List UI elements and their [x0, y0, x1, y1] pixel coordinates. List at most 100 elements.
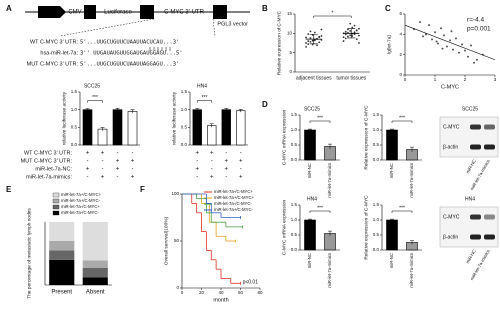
data-point	[320, 28, 323, 31]
error-bar	[390, 218, 394, 221]
bar	[304, 219, 316, 251]
x-tick-label: adjacent tissues	[296, 75, 332, 81]
gene-part-label: C-MYC 3' UTR	[164, 10, 204, 16]
bar	[304, 129, 316, 161]
panel-label: B	[262, 4, 268, 13]
data-point	[342, 36, 345, 39]
x-tick-label: miR-let-7a-mimics	[409, 163, 414, 198]
data-point	[431, 38, 433, 41]
sequence: 5'...UUGCUGUUCUAAUUAGGAGU...3'	[80, 62, 179, 68]
x-tick-label: 2	[464, 77, 467, 82]
data-point	[358, 34, 360, 37]
data-point	[305, 45, 307, 48]
data-point	[349, 34, 352, 37]
y-tick-label: 0.0	[373, 157, 380, 162]
blot-band	[470, 144, 481, 150]
y-axis-label: Relative expression of C-MYC	[276, 10, 282, 75]
y-axis-label: relative luciferase activity	[61, 91, 67, 145]
data-point	[473, 61, 475, 64]
y-tick-label: 1.5	[291, 112, 298, 117]
y-tick-label: 0.0	[291, 157, 298, 162]
x-tick-label: 60	[238, 290, 244, 295]
error-bar	[85, 108, 90, 111]
data-point	[344, 33, 347, 36]
x-tick-label: miR-NC	[389, 253, 394, 268]
y-tick-label: 100	[171, 191, 179, 196]
bar	[386, 129, 398, 161]
error-bar	[195, 108, 200, 111]
x-tick-label: 80	[257, 290, 263, 295]
bar-segment	[82, 277, 108, 285]
significance-label: ***	[399, 115, 405, 121]
blot-frame	[439, 206, 499, 248]
error-bar	[410, 240, 414, 245]
panel-label: E	[6, 185, 12, 194]
y-tick-label: 1.5	[71, 89, 78, 94]
error-bar	[238, 109, 243, 113]
data-point	[437, 42, 439, 45]
data-point	[347, 28, 349, 31]
data-point	[309, 30, 312, 33]
bar-segment	[82, 267, 108, 278]
sd-bar	[347, 28, 356, 39]
data-point	[476, 58, 478, 61]
error-bar	[130, 109, 135, 114]
data-point	[353, 24, 356, 27]
x-tick-label: 40	[218, 290, 224, 295]
condition-sign: +	[210, 175, 214, 181]
condition-sign: -	[240, 151, 242, 157]
y-tick-label: 1.5	[373, 112, 380, 117]
data-point	[450, 30, 453, 33]
significance-label: ***	[202, 95, 208, 101]
data-point	[355, 29, 358, 32]
significance-label: ***	[92, 95, 98, 101]
sequence: 3'' UUGAUAUGUUGGAUGAUGGAGU...5'	[80, 51, 183, 57]
data-point	[311, 39, 314, 42]
data-point	[467, 55, 469, 58]
blot-title: SCC25	[462, 106, 478, 112]
condition-sign: +	[86, 167, 90, 173]
x-tick-label: 1	[434, 77, 437, 82]
panel-label: F	[140, 185, 145, 194]
condition-sign: +	[195, 167, 199, 173]
condition-sign: -	[117, 175, 119, 181]
trend-line	[404, 24, 496, 61]
significance-bracket	[197, 100, 212, 103]
data-point	[461, 43, 463, 46]
x-tick-label: miR-NC	[307, 163, 312, 178]
panel-label: C	[385, 4, 391, 13]
blot-band	[484, 214, 495, 220]
significance-label: ***	[399, 205, 405, 211]
x-tick-label: miR-NC	[389, 163, 394, 178]
data-point	[305, 36, 307, 39]
data-point	[435, 40, 438, 43]
cmv-promoter	[38, 6, 66, 18]
error-bar	[390, 128, 394, 131]
data-point	[355, 38, 358, 41]
condition-sign: +	[239, 175, 243, 181]
data-point	[344, 30, 347, 33]
legend-swatch	[52, 210, 60, 216]
legend-label: miR-let-7a-/C-MYC-	[61, 210, 100, 215]
error-bar	[115, 108, 120, 112]
x-tick-label: tumor tissues	[336, 75, 366, 81]
significance-bracket	[309, 120, 331, 123]
condition-sign: +	[101, 151, 105, 157]
significance-bracket	[87, 100, 103, 103]
sd-bar	[309, 34, 318, 45]
data-point	[425, 33, 427, 36]
gene-part-label: CMV	[68, 10, 81, 16]
y-tick-label: 0.5	[181, 125, 188, 130]
y-tick-label: 10	[287, 31, 293, 36]
y-tick-label: 0.5	[291, 232, 298, 237]
zoom-line	[59, 18, 155, 37]
x-tick-label: 0	[404, 77, 407, 82]
condition-sign: -	[225, 175, 227, 181]
data-point	[422, 35, 424, 38]
data-point	[455, 37, 457, 40]
data-point	[464, 49, 466, 52]
condition-sign: -	[132, 151, 134, 157]
data-point	[349, 22, 352, 25]
significance-label: ***	[317, 115, 323, 121]
legend-label: miR-let-7a+/C-MYC-	[214, 207, 254, 212]
